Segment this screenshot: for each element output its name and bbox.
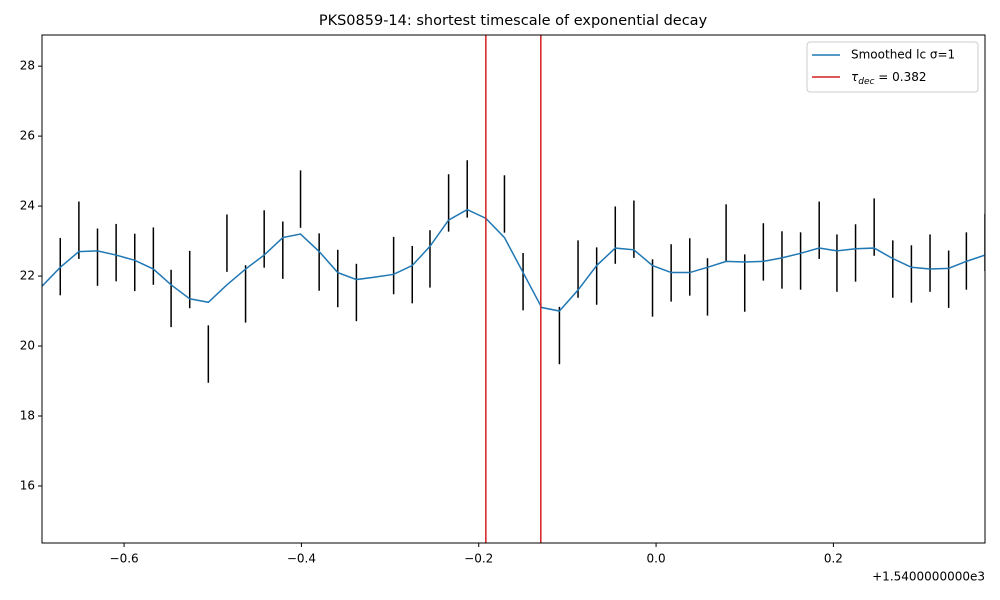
x-tick-label: −0.6 <box>110 552 139 566</box>
legend-label: τdec = 0.382 <box>851 70 926 87</box>
y-tick-label: 22 <box>20 269 35 283</box>
x-tick-label: 0.2 <box>824 552 843 566</box>
line-series <box>42 208 985 312</box>
legend-label-part: = 0.382 <box>874 70 926 84</box>
x-tick-label: −0.2 <box>464 552 493 566</box>
chart-title: PKS0859-14: shortest timescale of expone… <box>319 13 708 29</box>
y-tick-label: 26 <box>20 129 35 143</box>
plot <box>42 35 985 543</box>
y-tick-label: 18 <box>20 409 35 423</box>
legend-label: Smoothed lc σ=1 <box>851 48 955 62</box>
legend-label-part: τ <box>851 70 859 84</box>
legend-box <box>806 41 979 93</box>
legend-label-part: dec <box>858 77 874 87</box>
plot-frame <box>41 34 986 544</box>
y-tick-label: 20 <box>20 339 35 353</box>
y-tick-label: 28 <box>20 59 35 73</box>
y-tick-label: 24 <box>20 199 35 213</box>
x-tick-label: −0.4 <box>287 552 316 566</box>
x-offset-label: +1.5400000000e3 <box>872 570 985 584</box>
x-tick-label: 0.0 <box>647 552 666 566</box>
y-tick-label: 16 <box>20 478 35 492</box>
